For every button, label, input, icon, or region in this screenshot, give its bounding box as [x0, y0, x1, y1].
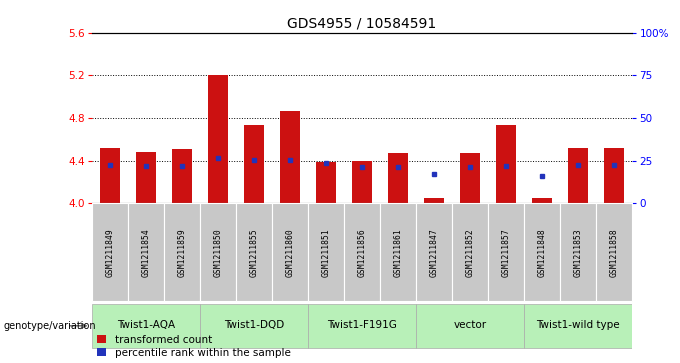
Bar	[416, 203, 452, 301]
Bar	[164, 203, 200, 301]
Bar	[280, 110, 300, 203]
Bar	[496, 126, 516, 203]
Bar	[424, 198, 444, 203]
Text: GSM1211852: GSM1211852	[466, 228, 475, 277]
Text: GSM1211860: GSM1211860	[286, 228, 294, 277]
Text: genotype/variation: genotype/variation	[3, 321, 96, 331]
Text: Twist1-F191G: Twist1-F191G	[327, 320, 397, 330]
Text: Twist1-wild type: Twist1-wild type	[537, 320, 620, 330]
Bar	[352, 160, 372, 203]
Text: GSM1211856: GSM1211856	[358, 228, 367, 277]
Bar	[524, 203, 560, 301]
Bar	[460, 153, 480, 203]
Bar	[128, 203, 164, 301]
Bar	[532, 198, 552, 203]
Text: GSM1211855: GSM1211855	[250, 228, 258, 277]
Text: GSM1211851: GSM1211851	[322, 228, 330, 277]
Bar	[308, 304, 416, 348]
Bar	[316, 162, 336, 203]
Bar	[92, 304, 200, 348]
Text: GSM1211858: GSM1211858	[610, 228, 619, 277]
Bar	[172, 149, 192, 203]
Bar	[380, 203, 416, 301]
Bar	[100, 148, 120, 203]
Bar	[136, 152, 156, 203]
Text: vector: vector	[454, 320, 487, 330]
Bar	[605, 148, 624, 203]
Bar	[244, 126, 264, 203]
Bar	[236, 203, 272, 301]
Text: GSM1211850: GSM1211850	[214, 228, 222, 277]
Bar	[308, 203, 344, 301]
Bar	[560, 203, 596, 301]
Bar	[452, 203, 488, 301]
Bar	[388, 153, 408, 203]
Text: GSM1211849: GSM1211849	[105, 228, 114, 277]
Bar	[92, 203, 128, 301]
Bar	[272, 203, 308, 301]
Bar	[200, 203, 236, 301]
Text: GSM1211853: GSM1211853	[574, 228, 583, 277]
Text: GSM1211854: GSM1211854	[141, 228, 150, 277]
Text: GSM1211857: GSM1211857	[502, 228, 511, 277]
Text: GSM1211861: GSM1211861	[394, 228, 403, 277]
Bar	[524, 304, 632, 348]
Title: GDS4955 / 10584591: GDS4955 / 10584591	[288, 16, 437, 30]
Bar	[596, 203, 632, 301]
Bar	[488, 203, 524, 301]
Text: Twist1-DQD: Twist1-DQD	[224, 320, 284, 330]
Bar	[200, 304, 308, 348]
Bar	[568, 148, 588, 203]
Text: Twist1-AQA: Twist1-AQA	[117, 320, 175, 330]
Text: GSM1211848: GSM1211848	[538, 228, 547, 277]
Bar	[416, 304, 524, 348]
Bar	[208, 75, 228, 203]
Bar	[344, 203, 380, 301]
Legend: transformed count, percentile rank within the sample: transformed count, percentile rank withi…	[97, 335, 290, 358]
Text: GSM1211859: GSM1211859	[177, 228, 186, 277]
Text: GSM1211847: GSM1211847	[430, 228, 439, 277]
